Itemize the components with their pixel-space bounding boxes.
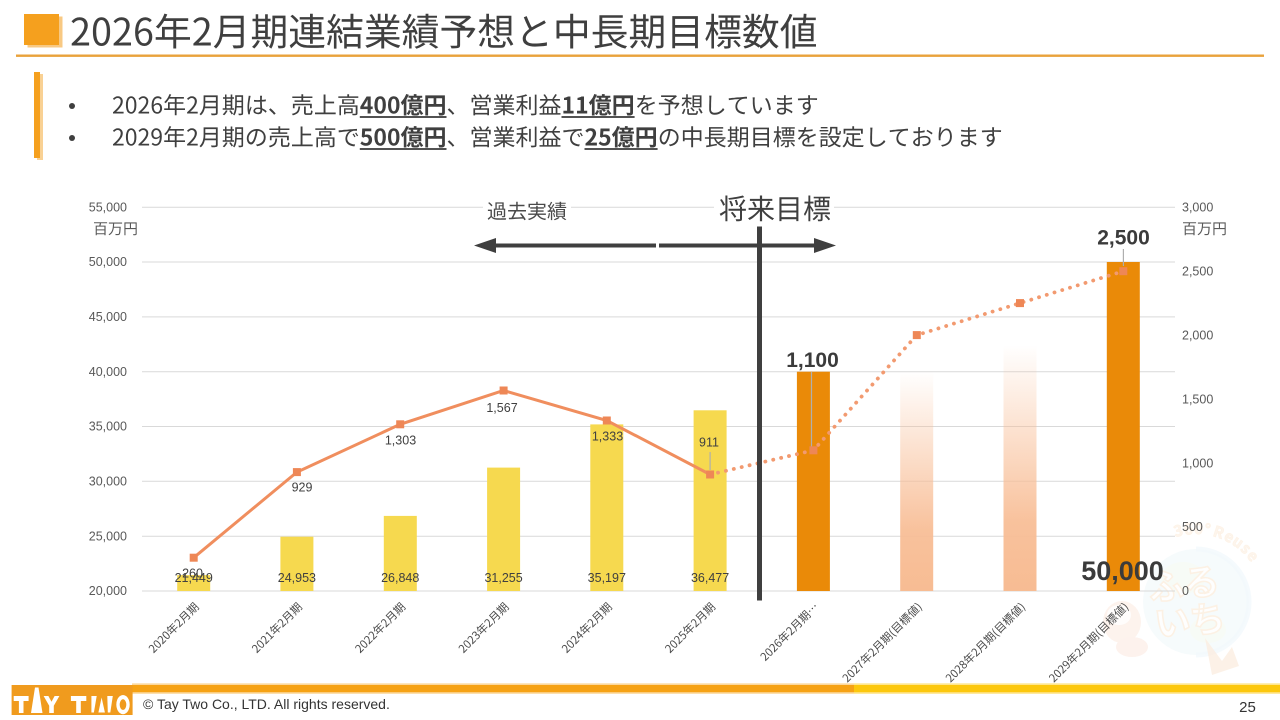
svg-text:40,000: 40,000 [89,365,127,379]
svg-text:1,500: 1,500 [1182,392,1213,406]
svg-text:55,000: 55,000 [89,200,127,214]
svg-text:35,000: 35,000 [89,420,127,434]
svg-text:© Tay Two Co., LTD. All rights: © Tay Two Co., LTD. All rights reserved. [143,696,390,712]
svg-text:1,303: 1,303 [385,434,416,448]
svg-text:1,333: 1,333 [592,430,623,444]
svg-text:20,000: 20,000 [89,584,127,598]
svg-text:21,449: 21,449 [175,571,213,585]
svg-text:36,477: 36,477 [691,571,729,585]
svg-text:25: 25 [1239,699,1256,716]
svg-text:50,000: 50,000 [1081,556,1164,586]
svg-text:2,000: 2,000 [1182,328,1213,342]
svg-text:31,255: 31,255 [484,571,522,585]
svg-text:0: 0 [1182,584,1189,598]
svg-text:45,000: 45,000 [89,310,127,324]
svg-text:1,100: 1,100 [786,349,839,372]
svg-text:35,197: 35,197 [588,571,626,585]
svg-text:929: 929 [292,481,313,495]
svg-text:30,000: 30,000 [89,475,127,489]
svg-text:24,953: 24,953 [278,571,316,585]
svg-text:500: 500 [1182,520,1203,534]
svg-text:911: 911 [699,436,719,450]
svg-text:2,500: 2,500 [1097,227,1150,250]
svg-text:1,000: 1,000 [1182,456,1213,470]
svg-text:25,000: 25,000 [89,529,127,543]
svg-text:2,500: 2,500 [1182,264,1213,278]
svg-text:26,848: 26,848 [381,571,419,585]
svg-text:3,000: 3,000 [1182,200,1213,214]
svg-text:50,000: 50,000 [89,255,127,269]
svg-text:1,567: 1,567 [486,401,517,415]
svg-text:260: 260 [182,567,203,581]
